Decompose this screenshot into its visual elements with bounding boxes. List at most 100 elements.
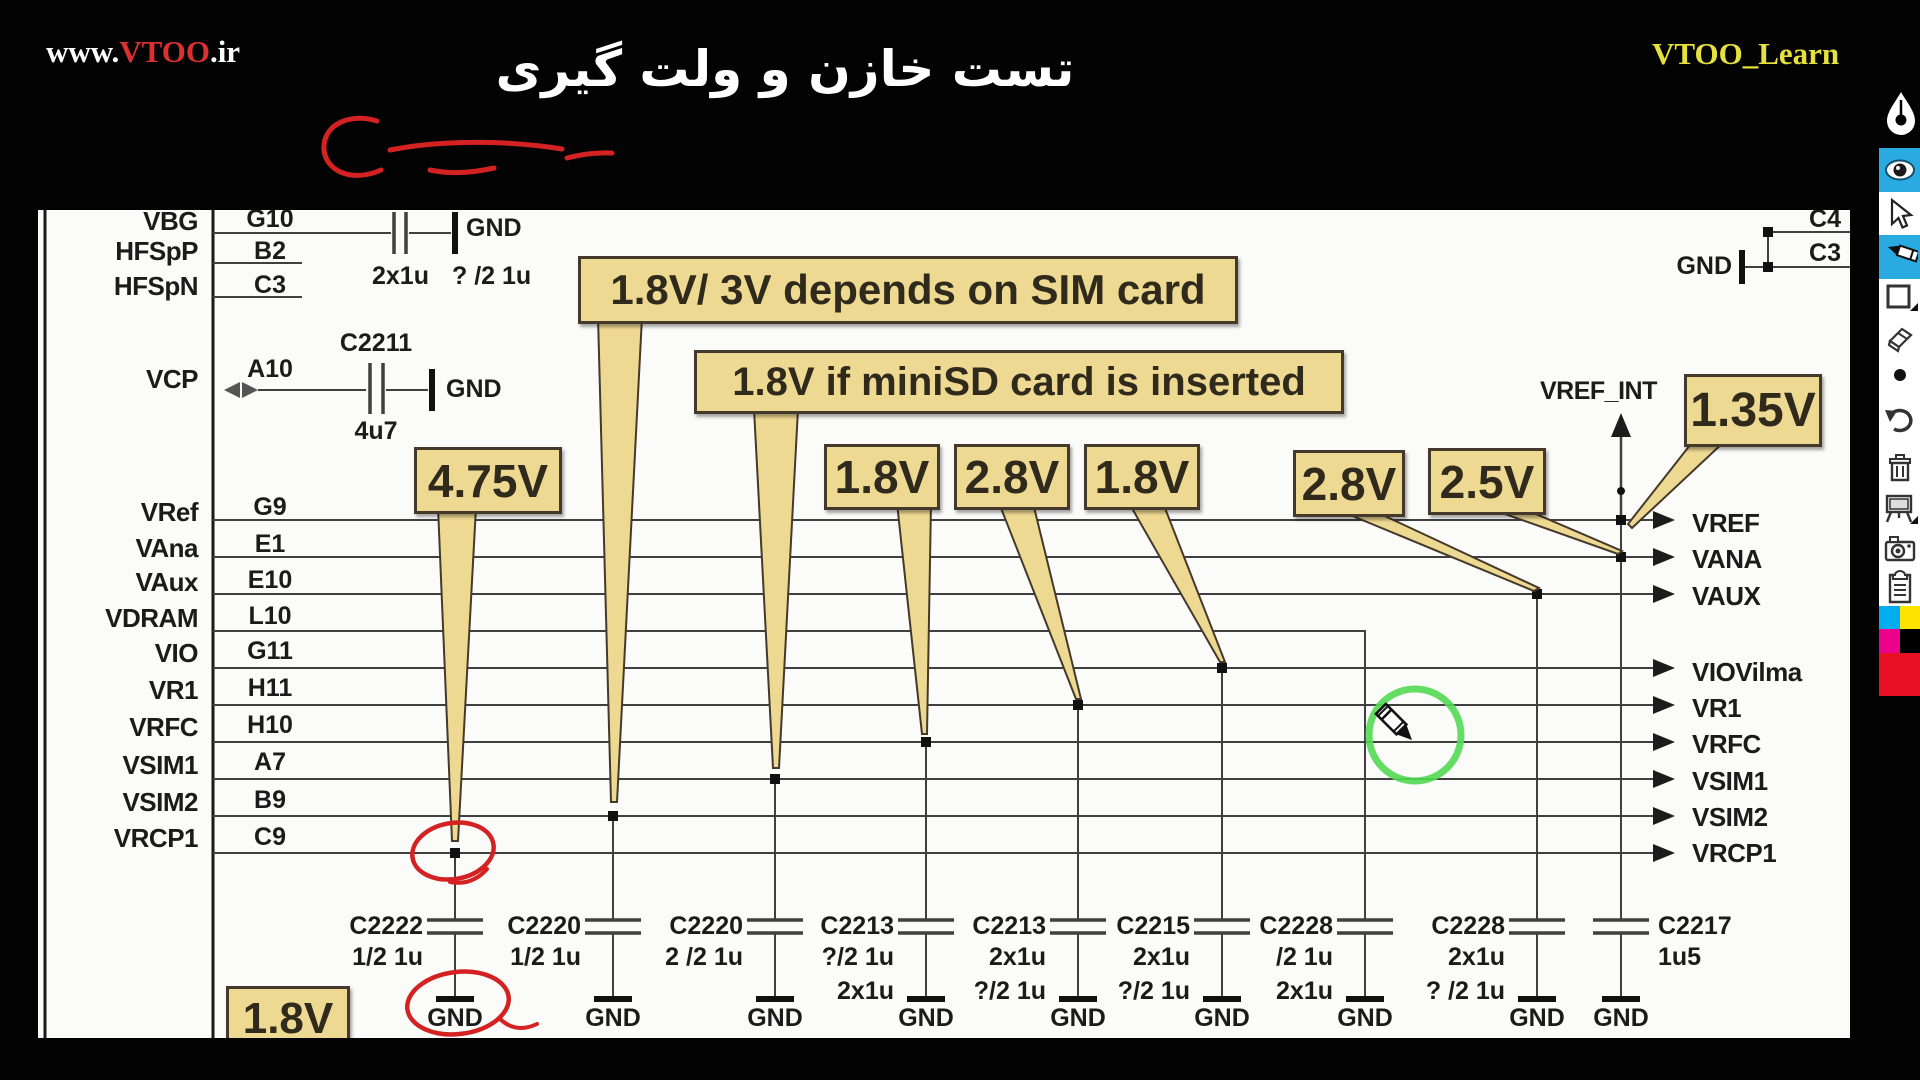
swatch-black[interactable] — [1900, 629, 1920, 653]
callout-voltage: 1.35V — [1684, 374, 1822, 447]
pin-number: L10 — [248, 602, 292, 630]
pin-label: HFSpP — [115, 236, 198, 266]
vref-int-label: VREF_INT — [1540, 377, 1657, 405]
cursor-icon[interactable] — [1879, 192, 1920, 235]
callout-minisd-voltage: 1.8V if miniSD card is inserted — [694, 350, 1344, 414]
pin-number: A10 — [247, 355, 293, 383]
pin-label: VBG — [143, 206, 198, 236]
pen-nib-icon — [1887, 92, 1915, 135]
pin-number: G11 — [247, 637, 293, 665]
cap-value: ?/2 1u — [973, 977, 1046, 1005]
cap-value: 2x1u — [1448, 943, 1505, 971]
gnd-label: GND — [1050, 1004, 1106, 1032]
gnd-label: GND — [446, 375, 502, 403]
pin-number: C3 — [254, 271, 286, 299]
cap-ref: C2220 — [507, 912, 581, 940]
swatch-red[interactable] — [1879, 653, 1920, 696]
cap-ref: C2228 — [1259, 912, 1333, 940]
pin-label: VRCP1 — [113, 823, 199, 853]
pin-number: B9 — [254, 786, 286, 814]
cap-value: 1/2 1u — [510, 943, 581, 971]
gnd-label: GND — [1337, 1004, 1393, 1032]
cap-value: 2x1u — [1276, 977, 1333, 1005]
trash-icon[interactable] — [1879, 449, 1920, 489]
gnd-label: GND — [1194, 1004, 1250, 1032]
pin-label: VSIM2 — [122, 787, 198, 817]
clipboard-icon[interactable] — [1879, 567, 1920, 606]
pin-number: G10 — [246, 205, 294, 233]
callout-voltage: 2.5V — [1428, 448, 1546, 515]
cap-value: 2x1u — [837, 977, 894, 1005]
channel-name: VTOO_Learn — [1652, 36, 1840, 71]
callout-voltage: 1.8V — [1084, 444, 1200, 510]
gnd-label: GND — [1509, 1004, 1565, 1032]
pin-number: H10 — [247, 711, 293, 739]
callout-voltage: 1.8V — [824, 444, 940, 510]
footer-bar — [0, 1038, 1920, 1080]
whiteboard-icon[interactable] — [1879, 489, 1920, 531]
eraser-icon[interactable] — [1879, 318, 1920, 359]
pin-label: VIO — [154, 638, 199, 668]
eye-icon[interactable] — [1879, 148, 1920, 192]
callout-sim-voltage: 1.8V/ 3V depends on SIM card — [578, 256, 1238, 324]
pin-label: VSIM1 — [122, 750, 198, 780]
rectangle-icon[interactable] — [1879, 279, 1920, 318]
pin-label: VAux — [135, 567, 198, 597]
swatch-magenta[interactable] — [1879, 629, 1900, 653]
cap-value: 2x1u — [1133, 943, 1190, 971]
cap-value: /2 1u — [1276, 943, 1333, 971]
pin-number: C9 — [254, 823, 286, 851]
site-prefix: www. — [46, 34, 120, 69]
swatch-row-1 — [1879, 606, 1920, 629]
cap-ref: C2228 — [1431, 912, 1505, 940]
cap-value: ?/2 1u — [821, 943, 894, 971]
cap-ref: C2220 — [669, 912, 743, 940]
cap-value: 4u7 — [354, 417, 398, 445]
gnd-label: GND — [898, 1004, 954, 1032]
gnd-label: GND — [585, 1004, 641, 1032]
gnd-label: GND — [1593, 1004, 1649, 1032]
cap-value: 1/2 1u — [352, 943, 423, 971]
camera-icon[interactable] — [1879, 531, 1920, 567]
pin-label: VRef — [140, 497, 199, 527]
pin-number: G9 — [253, 493, 287, 521]
pin-label: HFSpN — [113, 271, 199, 301]
cap-ref: C2213 — [972, 912, 1046, 940]
callout-voltage: 2.8V — [954, 444, 1070, 510]
site-brand: VTOO — [119, 34, 210, 69]
cap-ref: C2217 — [1658, 912, 1732, 940]
swatch-cyan[interactable] — [1879, 606, 1900, 629]
pin-number: E1 — [254, 530, 286, 558]
swatch-yellow[interactable] — [1900, 606, 1920, 629]
gnd-label: GND — [466, 214, 522, 242]
dot-icon[interactable] — [1879, 359, 1920, 391]
cap-ref: C2215 — [1116, 912, 1190, 940]
cap-value: 2x1u — [372, 262, 429, 290]
cap-ref: C2213 — [820, 912, 894, 940]
cap-ref: C2211 — [339, 329, 413, 357]
header-bar — [0, 0, 1920, 210]
undo-icon[interactable] — [1879, 391, 1920, 449]
net-label: VRFC — [1692, 729, 1761, 759]
gnd-label: GND — [747, 1004, 803, 1032]
pin-number: E10 — [247, 566, 293, 594]
pin-label: VR1 — [148, 675, 199, 705]
pin-label: VAna — [135, 533, 198, 563]
pencil-icon[interactable] — [1879, 235, 1920, 279]
cap-ref: C4 — [1809, 205, 1841, 233]
video-title: تست خازن و ولت گیری — [495, 40, 1075, 98]
pin-number: A7 — [254, 748, 286, 776]
pin-label: VDRAM — [105, 603, 198, 633]
annotation-toolbar — [1879, 148, 1920, 696]
net-label: VANA — [1692, 544, 1762, 574]
net-label: VREF — [1692, 508, 1760, 538]
cap-value: ? /2 1u — [1425, 977, 1505, 1005]
pin-number: B2 — [254, 237, 286, 265]
site-suffix: .ir — [209, 34, 241, 69]
net-label: VR1 — [1692, 693, 1742, 723]
cap-ref: C3 — [1809, 239, 1841, 267]
cap-ref: C2222 — [349, 912, 423, 940]
swatch-row-2 — [1879, 629, 1920, 653]
pin-label: VCP — [146, 364, 198, 394]
